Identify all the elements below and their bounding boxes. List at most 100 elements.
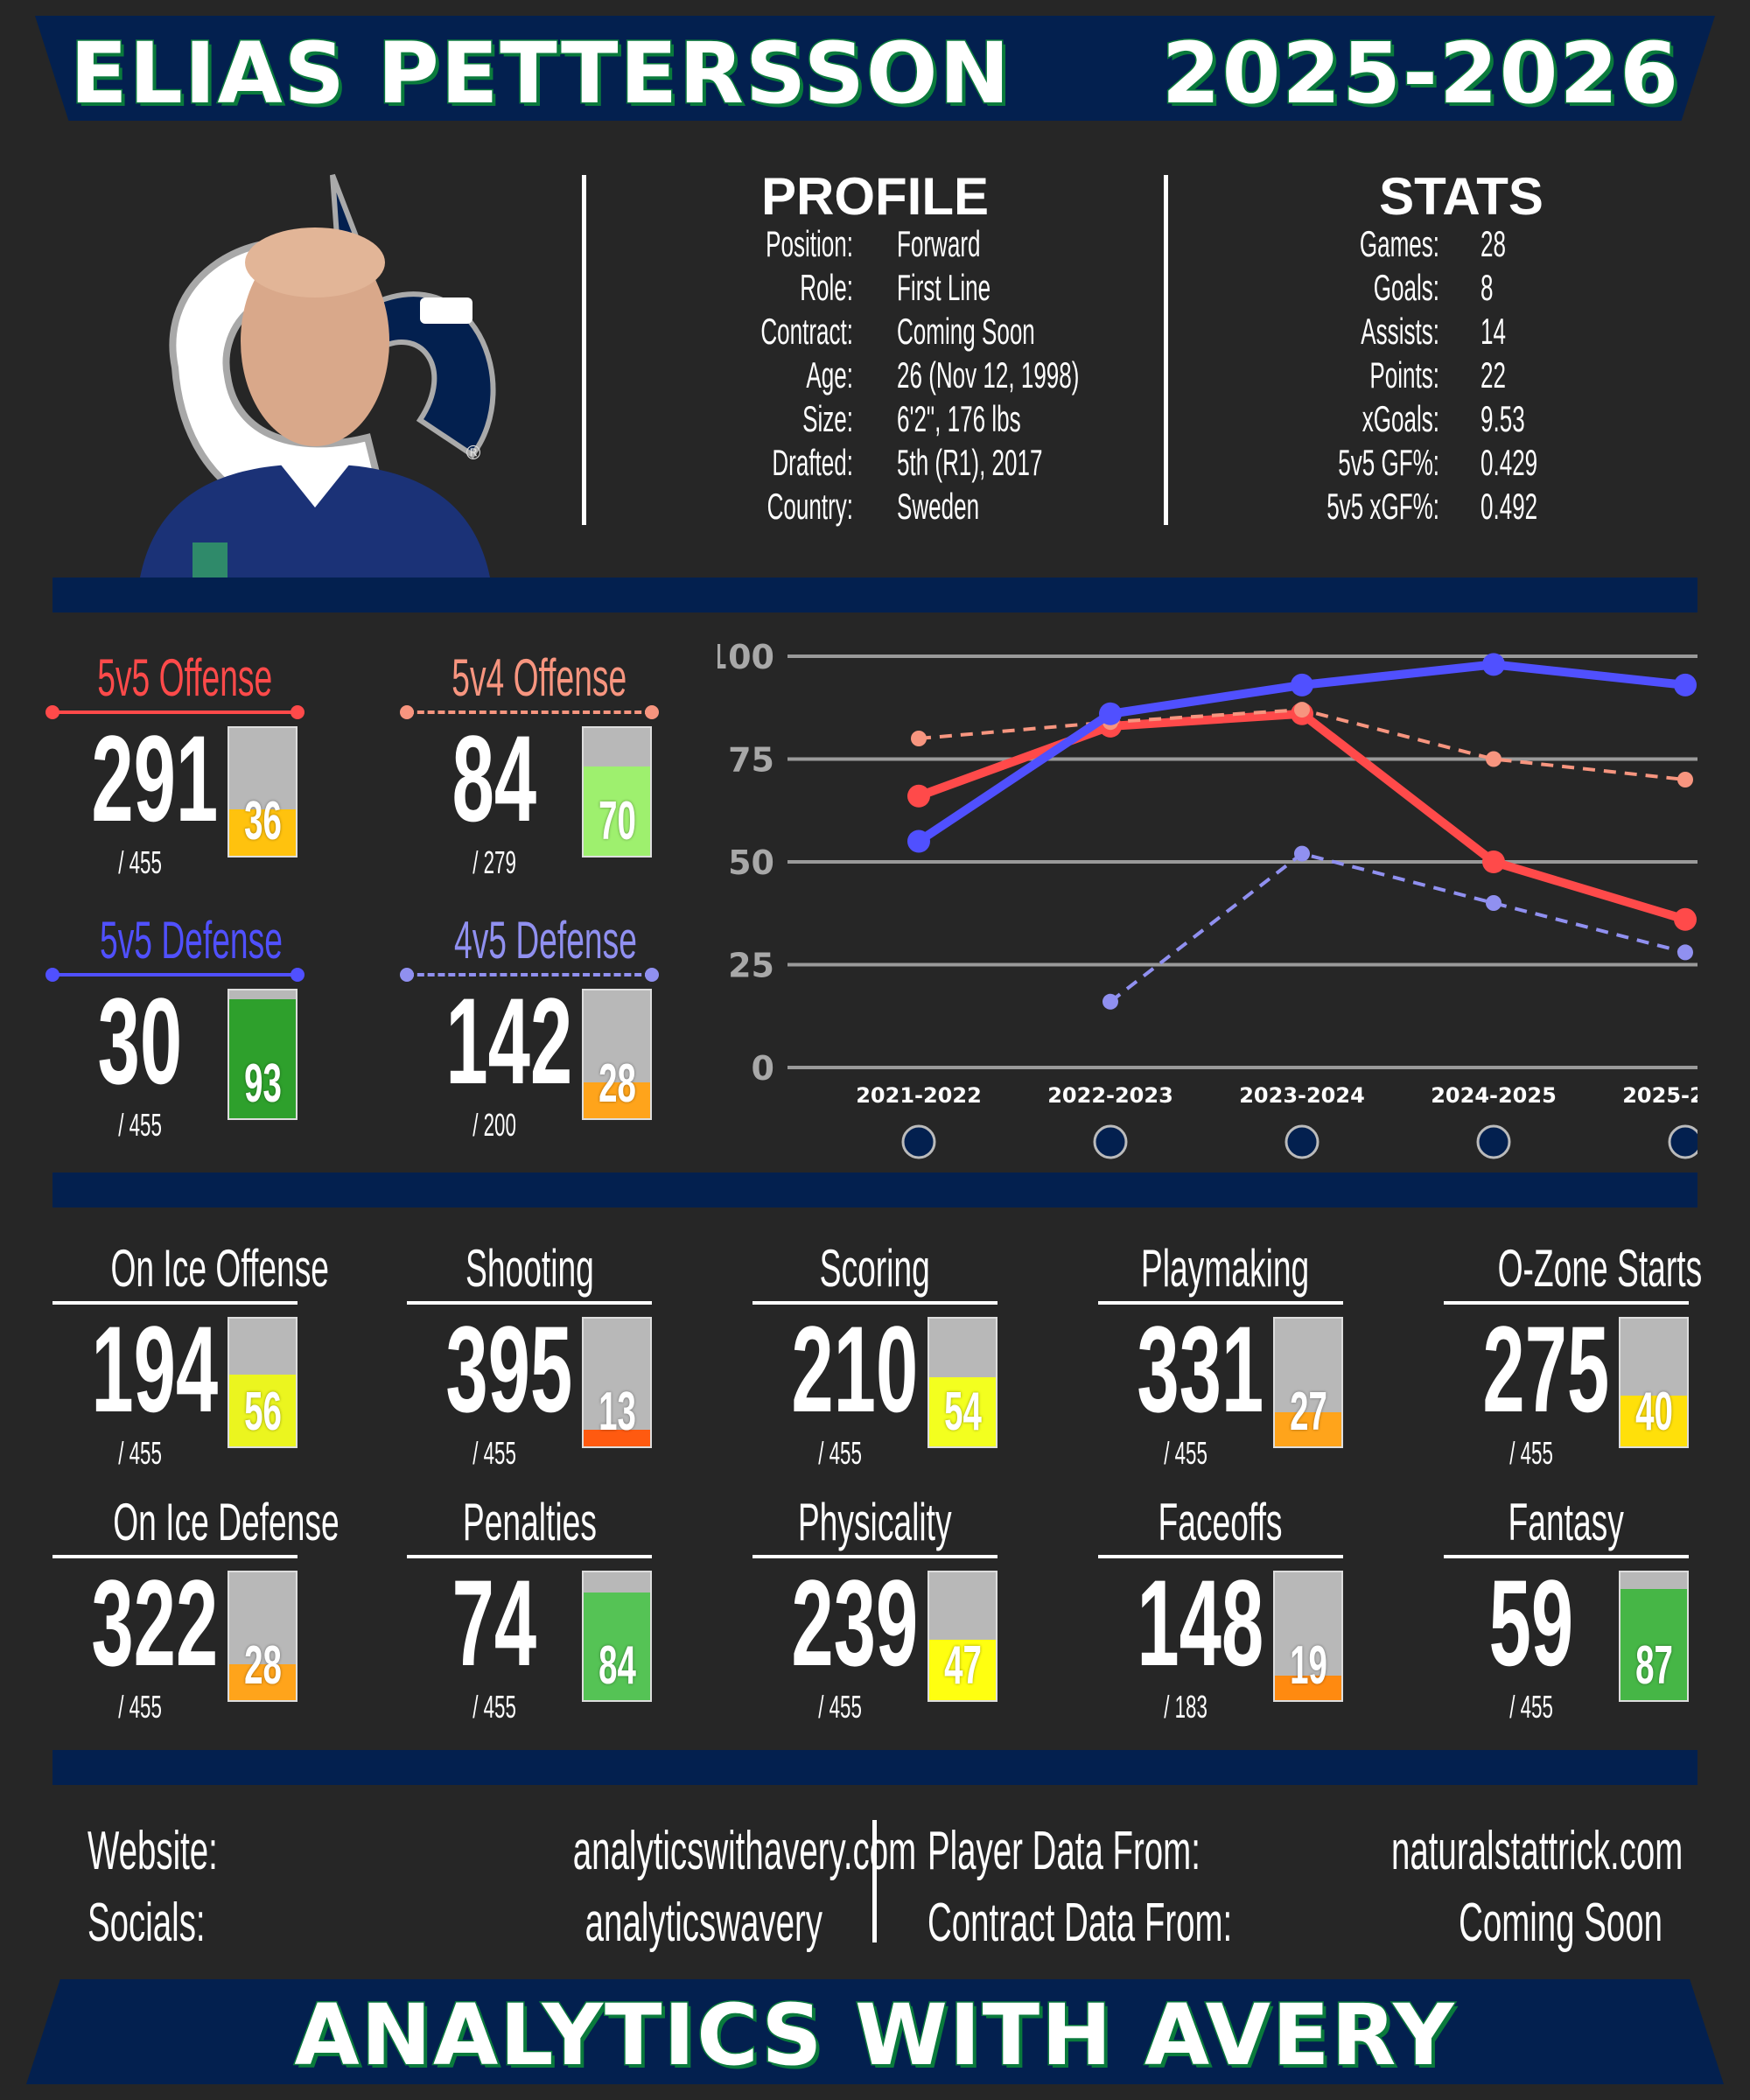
series-line <box>917 709 1687 924</box>
metric-percentile-value: 13 <box>598 1382 636 1442</box>
brand-title: ANALYTICS WITH AVERY <box>293 1985 1456 2086</box>
metric-percentile-text: 40 <box>1620 1381 1687 1443</box>
rating-value-text: 30 <box>97 972 183 1110</box>
metric-label-text: On Ice Defense <box>113 1493 340 1551</box>
profile-title: PROFILE <box>760 167 989 226</box>
player-data-source[interactable]: naturalstattrick.com <box>1225 1820 1684 1882</box>
metric-total: / 455 <box>770 1689 910 1726</box>
metric-total-text: / 183 <box>1164 1689 1208 1725</box>
rating-value: 142 <box>407 980 582 1102</box>
rating-percentile-bar: 36 <box>228 726 298 858</box>
metric-total-text: / 455 <box>818 1689 862 1725</box>
y-tick-label: 25 <box>728 947 774 985</box>
metric-label-text: Playmaking <box>1140 1239 1310 1298</box>
rating-underline-dot <box>400 705 414 719</box>
metric-value: 148 <box>1098 1562 1273 1684</box>
metric-percentile-text: 27 <box>1275 1381 1341 1443</box>
metric-label: Penalties <box>398 1492 661 1553</box>
metric-percentile-fill <box>929 1377 996 1446</box>
metric-label: Scoring <box>744 1238 1006 1299</box>
profile-value: 5th (R1), 2017 <box>897 442 1264 484</box>
stats-key-text: 5v5 xGF%: <box>1326 486 1439 527</box>
metric-percentile-fill <box>1620 1588 1687 1700</box>
stats-value-text: 28 <box>1480 223 1506 264</box>
metric-percentile-fill <box>1275 1676 1341 1700</box>
stats-key-text: Assists: <box>1361 311 1439 352</box>
metric-percentile-value: 28 <box>243 1635 282 1696</box>
metric-total-text: / 455 <box>472 1435 516 1471</box>
section-divider <box>52 1750 1698 1785</box>
rating-percentile-fill <box>584 1082 650 1118</box>
metric-value-text: 148 <box>1137 1554 1264 1691</box>
data-point <box>1482 850 1505 873</box>
metric-total-text: / 455 <box>118 1689 162 1725</box>
website-link-text[interactable]: analyticswithavery.com <box>572 1821 917 1881</box>
website-link[interactable]: analyticswithavery.com <box>420 1820 917 1882</box>
socials-handle-text[interactable]: analyticswavery <box>584 1893 822 1953</box>
rating-underline <box>407 973 652 976</box>
socials-label-text: Socials: <box>88 1893 206 1953</box>
metric-label: On Ice Defense <box>44 1492 339 1553</box>
rating-percentile-value: 28 <box>598 1054 636 1114</box>
data-point <box>1674 673 1697 696</box>
metric-percentile-bar: 40 <box>1619 1317 1689 1448</box>
metric-underline <box>1444 1555 1689 1558</box>
profile-value: Coming Soon <box>897 311 1264 353</box>
rating-percentile-bar: 70 <box>582 726 652 858</box>
metric-percentile-bar: 87 <box>1619 1571 1689 1702</box>
stats-value: 0.492 <box>1480 486 1750 528</box>
metric-underline <box>1098 1301 1343 1305</box>
rating-percentile-value: 36 <box>243 791 282 851</box>
stats-key: xGoals: <box>1089 398 1439 440</box>
stats-key: 5v5 xGF%: <box>1089 486 1439 528</box>
metric-percentile-text: 28 <box>229 1634 296 1697</box>
rating-underline-dot <box>645 968 659 982</box>
metric-percentile-bar: 56 <box>228 1317 298 1448</box>
socials-label: Socials: <box>88 1892 277 1954</box>
metric-label-text: O-Zone Starts <box>1497 1239 1703 1298</box>
rating-percentile-value: 93 <box>243 1054 282 1114</box>
player-data-source-text[interactable]: naturalstattrick.com <box>1391 1821 1684 1881</box>
socials-handle[interactable]: analyticswavery <box>420 1892 822 1954</box>
profile-key: Drafted: <box>503 442 853 484</box>
rating-total-text: / 279 <box>472 844 516 880</box>
rating-underline-dot <box>290 968 304 982</box>
rating-label-text: 5v5 Defense <box>100 911 283 970</box>
metric-total-text: / 455 <box>118 1435 162 1471</box>
metric-value-text: 322 <box>91 1554 219 1691</box>
series-line <box>1109 851 1686 1004</box>
rating-underline <box>407 710 652 714</box>
x-tick-label: 2025-2026 <box>1622 1083 1698 1108</box>
metric-percentile-text: 87 <box>1620 1634 1687 1697</box>
rating-label-text: 5v4 Offense <box>452 648 627 707</box>
metric-percentile-value: 84 <box>598 1635 636 1696</box>
metric-total: / 455 <box>1116 1435 1256 1472</box>
rating-label-text: 4v5 Defense <box>454 911 637 970</box>
stats-value: 28 <box>1480 223 1750 265</box>
rating-value-text: 291 <box>91 710 219 847</box>
metric-label-text: Shooting <box>465 1239 594 1298</box>
canucks-logo-icon <box>901 1124 936 1159</box>
profile-value-text: 5th (R1), 2017 <box>897 442 1043 483</box>
metric-value-text: 59 <box>1488 1554 1574 1691</box>
data-point <box>907 830 930 853</box>
metric-percentile-text: 19 <box>1275 1634 1341 1697</box>
data-point <box>1291 673 1313 696</box>
metric-total: / 455 <box>424 1435 564 1472</box>
profile-value: 6'2", 176 lbs <box>897 398 1264 440</box>
y-tick-label: 75 <box>728 741 774 780</box>
metric-label: On Ice Offense <box>44 1238 329 1299</box>
metric-total: / 455 <box>770 1435 910 1472</box>
metric-label-text: Scoring <box>819 1239 931 1298</box>
rating-underline-dot <box>645 705 659 719</box>
profile-key-text: Size: <box>802 398 853 439</box>
metric-label: Faceoffs <box>1089 1492 1352 1553</box>
y-tick-label: 0 <box>752 1049 774 1088</box>
metric-percentile-value: 40 <box>1634 1382 1673 1442</box>
rating-underline <box>52 710 298 714</box>
profile-key-text: Role: <box>800 267 853 308</box>
stats-key-text: Goals: <box>1373 267 1439 308</box>
stats-value: 22 <box>1480 354 1750 396</box>
rating-percentile-value: 70 <box>598 791 636 851</box>
data-point <box>1674 907 1697 931</box>
